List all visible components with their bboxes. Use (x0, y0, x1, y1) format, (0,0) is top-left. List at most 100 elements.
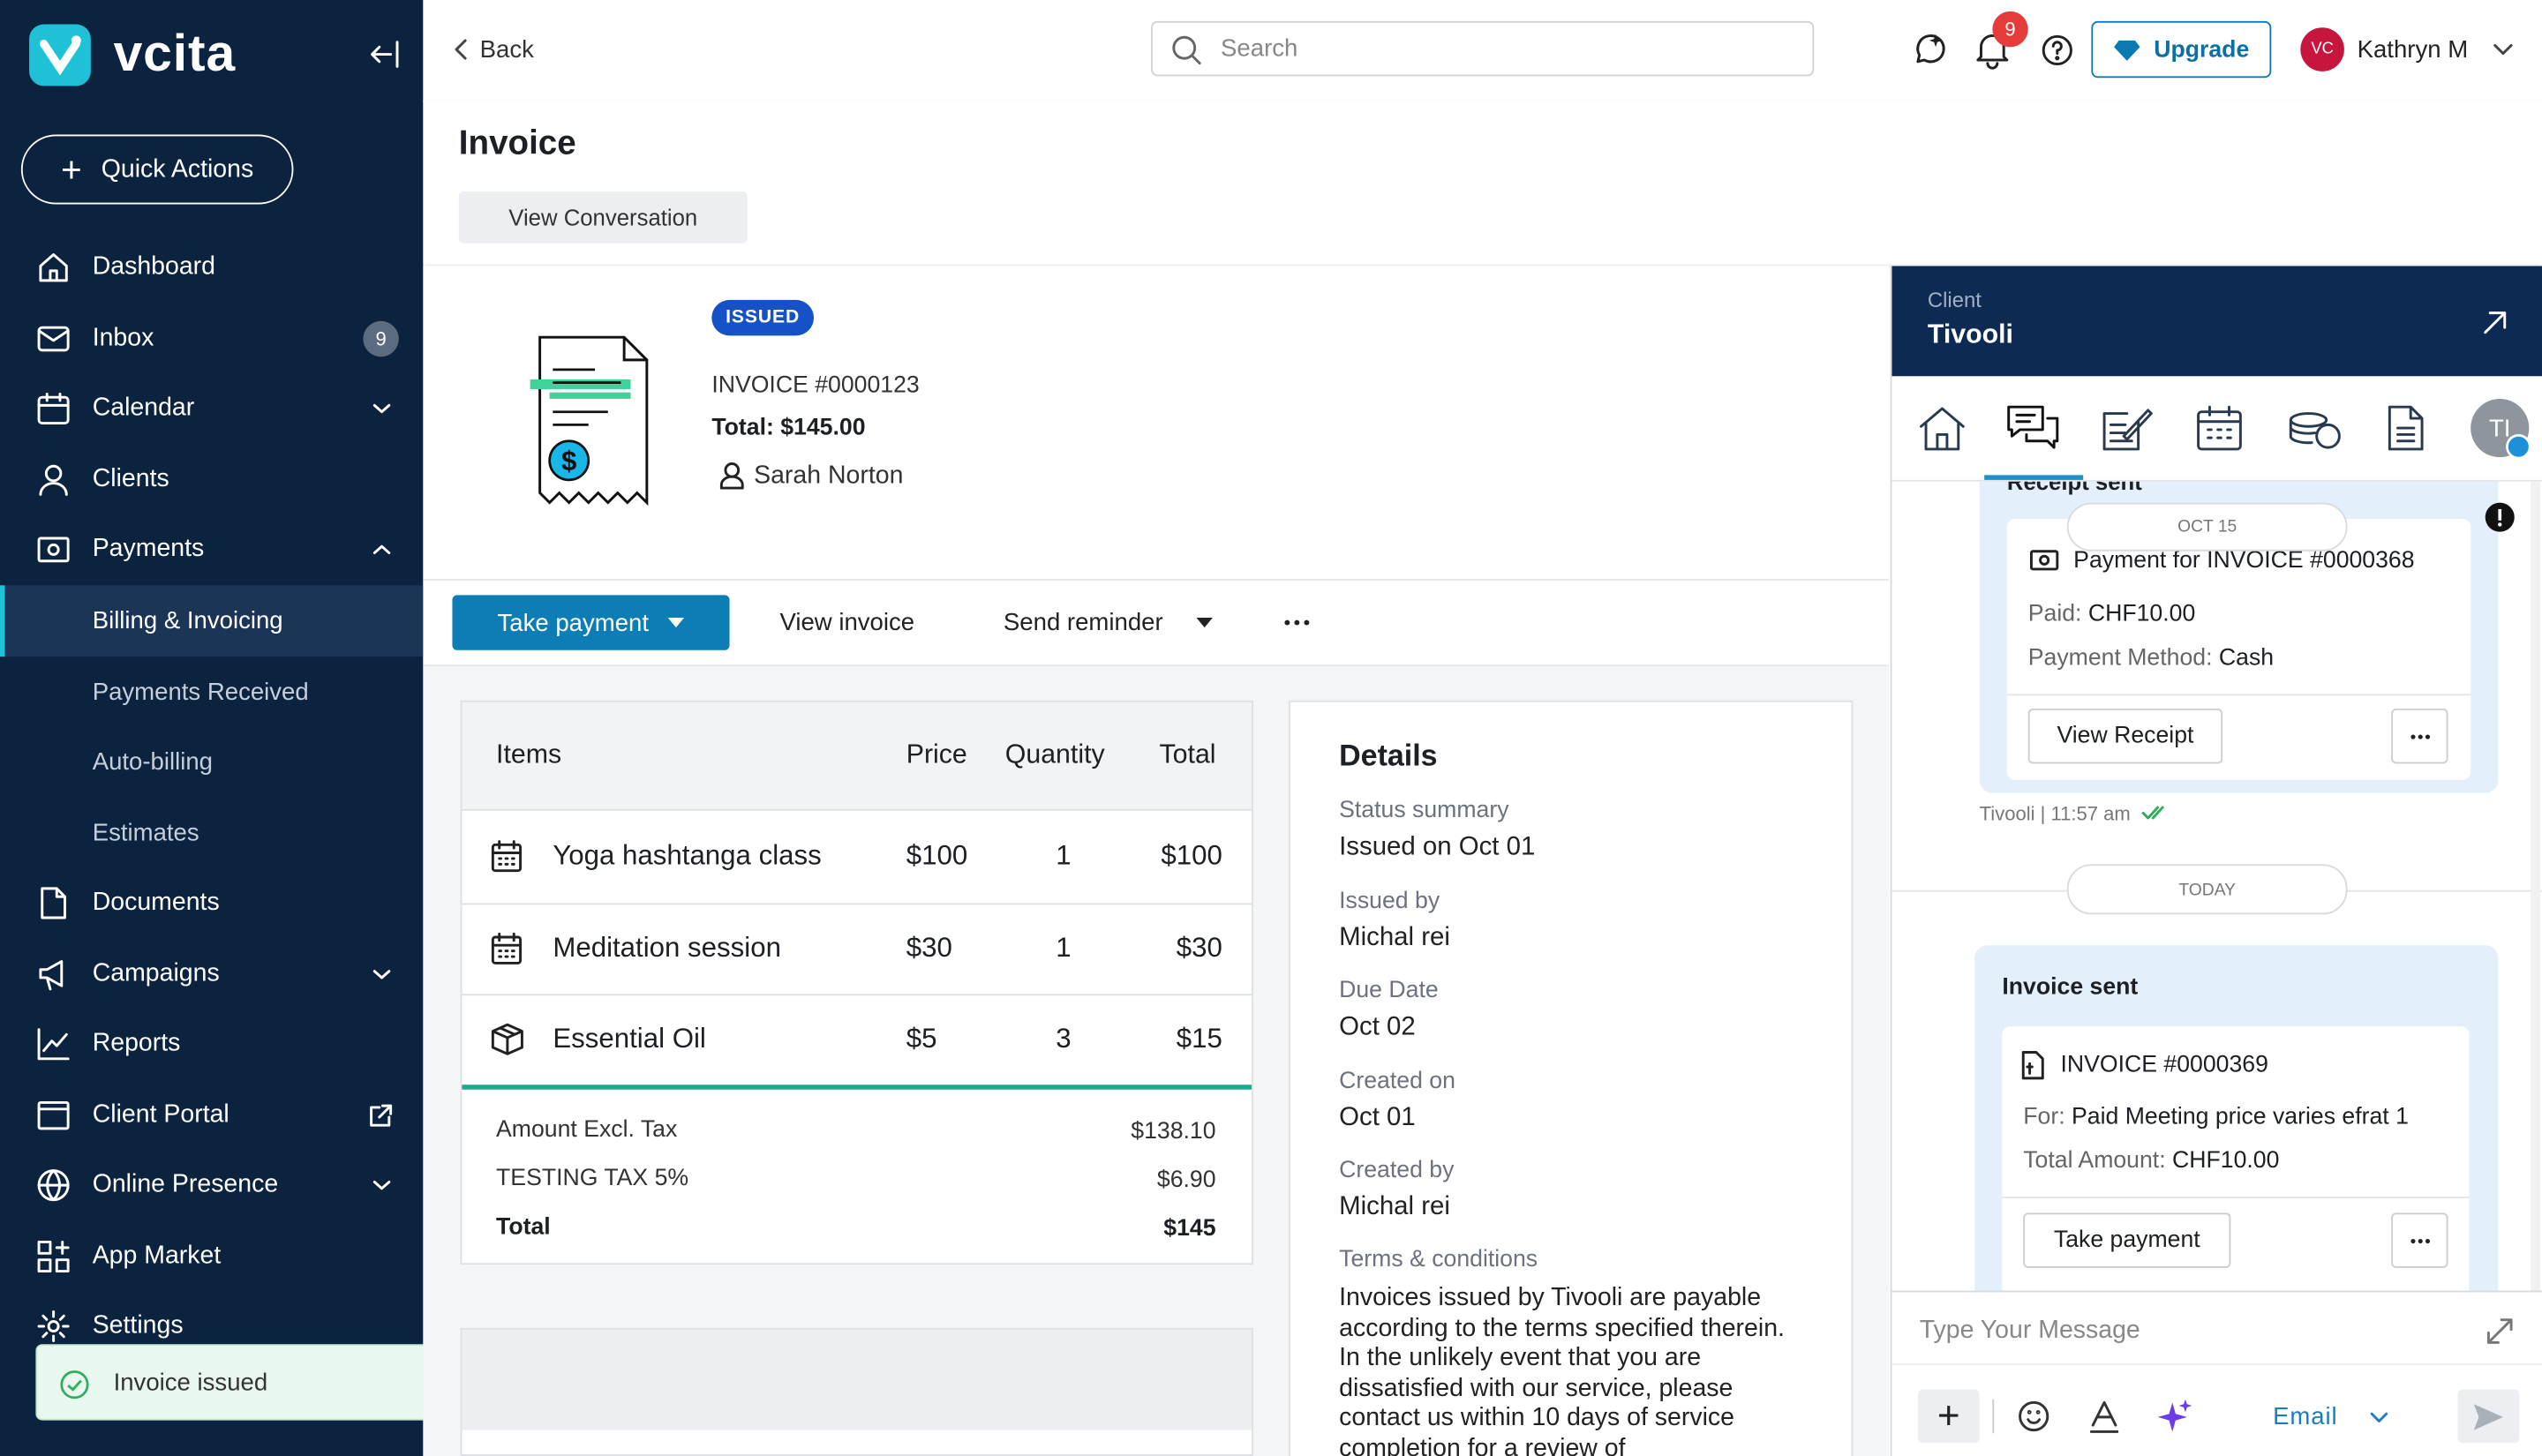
search-box[interactable]: Search (1151, 20, 1815, 77)
tab-overview[interactable] (1918, 405, 1967, 451)
nav-icon-part (37, 1100, 70, 1130)
subnav-item[interactable]: Payments Received (92, 678, 309, 707)
nav-item[interactable]: Documents (92, 888, 220, 917)
payment-icon-part (2029, 550, 2059, 571)
open-client-icon[interactable] (2484, 311, 2507, 334)
nav-icon (37, 1100, 70, 1130)
subnav-item[interactable]: Auto-billing (92, 747, 214, 777)
emoji-icon[interactable] (2019, 1400, 2049, 1432)
nav-icon (37, 1028, 70, 1061)
receipt-more-button[interactable] (2391, 708, 2448, 764)
nav-icon (37, 1310, 70, 1343)
nav-item[interactable]: App Market (92, 1242, 222, 1270)
collapse-icon[interactable] (370, 41, 399, 68)
take-payment-button[interactable]: Take payment (452, 595, 730, 650)
nav-icon-part (41, 887, 66, 919)
nav-item[interactable]: Settings (92, 1311, 184, 1340)
nav-item[interactable]: Clients (92, 465, 169, 493)
dots-icon-part (2410, 733, 2415, 739)
item-name: Essential Oil (553, 1023, 706, 1054)
nav-item[interactable]: Campaigns (92, 959, 220, 987)
invoice-icon-part (2021, 1051, 2044, 1080)
tab-calendar-part (2197, 410, 2242, 451)
nav-item[interactable]: Calendar (92, 394, 195, 422)
details-title: Details (1339, 738, 1438, 772)
nav-icon-part (39, 253, 68, 282)
send-button[interactable] (2457, 1389, 2520, 1444)
tab-conversations[interactable] (2007, 405, 2059, 450)
channel-chevron-part (2370, 1412, 2388, 1422)
whats-new-icon[interactable] (1912, 33, 1947, 67)
ai-icon-part (2157, 1402, 2187, 1432)
chat-take-payment-button[interactable]: Take payment (2023, 1212, 2231, 1268)
success-icon-part (60, 1370, 89, 1400)
more-actions-icon-part (1294, 619, 1300, 626)
more-actions-icon[interactable] (1284, 619, 1310, 626)
view-conversation-button[interactable]: View Conversation (458, 191, 748, 244)
nav-item[interactable]: Dashboard (92, 252, 215, 281)
brand-logo-part (29, 24, 91, 86)
date-pill: OCT 15 (2066, 502, 2348, 552)
row-divider (462, 902, 1252, 904)
success-icon-part (67, 1379, 82, 1392)
help-icon[interactable] (2041, 34, 2073, 67)
send-reminder-link[interactable]: Send reminder (1003, 608, 1163, 637)
invoice-client[interactable]: Sarah Norton (754, 462, 904, 490)
tab-calendar[interactable] (2197, 405, 2242, 451)
invoice-illustration: $ (530, 335, 649, 507)
subnav-item[interactable]: Estimates (92, 819, 199, 848)
message-placeholder[interactable]: Type Your Message (1919, 1316, 2140, 1345)
user-avatar[interactable]: VC (2300, 27, 2344, 71)
tab-notes[interactable] (2102, 405, 2153, 451)
summary-label: TESTING TAX 5% (496, 1166, 689, 1192)
ai-icon[interactable] (2157, 1399, 2193, 1435)
nav-icon-part (37, 1169, 70, 1202)
nav-item[interactable]: Online Presence (92, 1170, 279, 1198)
format-icon[interactable] (2089, 1400, 2119, 1434)
dots-icon-part (2410, 1238, 2415, 1243)
upgrade-button[interactable]: Upgrade (2091, 20, 2272, 79)
user-menu-chevron-part (2493, 43, 2513, 56)
add-button[interactable]: + (1917, 1389, 1980, 1444)
caret-icon-part (668, 618, 685, 628)
quick-actions-button[interactable]: + Quick Actions (20, 134, 294, 205)
client-icon-part (719, 475, 744, 490)
toast-text: Invoice issued (113, 1369, 268, 1397)
avatar-status (2506, 433, 2531, 460)
item-price: $100 (906, 839, 968, 871)
item-name: Meditation session (553, 931, 781, 963)
detail-value: Oct 01 (1339, 1103, 1416, 1131)
nav-icon (39, 960, 64, 991)
subnav-item[interactable]: Billing & Invoicing (92, 607, 283, 635)
nav-chevron-part (372, 403, 391, 414)
channel-select[interactable]: Email (2273, 1403, 2338, 1431)
tab-payments[interactable] (2289, 407, 2341, 449)
item-price: $30 (906, 931, 952, 963)
receipt-card-part: Payment Method: Cash (2028, 645, 2274, 671)
nav-item[interactable]: Client Portal (92, 1100, 229, 1129)
nav-icon-part (37, 537, 70, 563)
nav-item[interactable]: Inbox (92, 324, 154, 352)
expand-icon[interactable] (2486, 1318, 2513, 1344)
nav-icon-part (39, 960, 64, 991)
receipt-card: Payment for INVOICE #0000368 Paid: CHF10… (2006, 518, 2471, 780)
invoice-icon (2021, 1051, 2044, 1080)
external-link-icon (370, 1104, 393, 1127)
topbar: Back Search 9 Upgrade VC Kathryn M (423, 0, 2542, 102)
back-link[interactable]: Back (479, 36, 534, 64)
detail-value: Michal rei (1339, 923, 1450, 951)
service-icon-part (491, 934, 523, 964)
nav-icon-part (39, 482, 68, 496)
nav-icon-part (37, 326, 70, 352)
nav-item[interactable]: Payments (92, 535, 205, 563)
nav-item[interactable]: Reports (92, 1029, 181, 1057)
tab-documents[interactable] (2388, 405, 2424, 451)
view-invoice-link[interactable]: View invoice (779, 608, 915, 637)
payment-icon-part (2039, 554, 2050, 566)
dots-icon (2410, 1238, 2430, 1243)
invoice-more-button[interactable] (2391, 1212, 2448, 1268)
view-receipt-button[interactable]: View Receipt (2027, 708, 2223, 764)
user-name[interactable]: Kathryn M (2357, 36, 2469, 64)
